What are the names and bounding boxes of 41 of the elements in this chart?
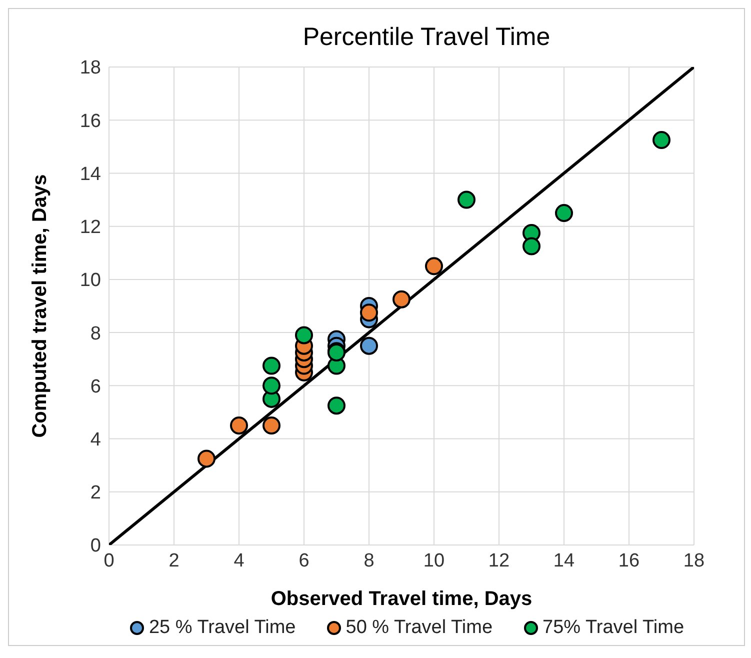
legend-label: 25 % Travel Time	[148, 617, 296, 639]
x-tick-label: 8	[364, 550, 374, 572]
x-tick-label: 6	[298, 550, 310, 572]
point	[458, 190, 476, 209]
x-tick-label: 10	[423, 550, 445, 572]
y-tick-label: 6	[90, 376, 101, 398]
y-tick-label: 0	[90, 536, 101, 557]
x-tick-label: 0	[104, 550, 114, 572]
point	[522, 237, 540, 256]
y-tick-label: 16	[80, 110, 101, 132]
y-tick-label: 8	[90, 323, 101, 344]
point	[262, 376, 280, 395]
point	[360, 304, 378, 322]
point	[198, 450, 216, 468]
y-tick-label: 18	[80, 58, 101, 79]
point	[262, 356, 280, 375]
legend-label: 75% Travel Time	[542, 617, 684, 639]
y-tick-label: 10	[80, 270, 101, 292]
point	[262, 416, 280, 434]
point	[295, 326, 313, 344]
y-tick-label: 14	[80, 164, 102, 185]
x-tick-label: 16	[618, 550, 640, 572]
point	[425, 257, 443, 276]
point	[230, 416, 248, 434]
point	[555, 204, 573, 222]
point	[652, 131, 670, 150]
legend-label: 50 % Travel Time	[344, 617, 493, 639]
x-tick-label: 4	[234, 550, 245, 572]
x-tick-label: 14	[553, 550, 575, 572]
x-axis-title: Observed Travel time, Days	[270, 588, 532, 610]
point	[328, 396, 346, 415]
y-tick-label: 2	[90, 482, 101, 504]
x-tick-label: 12	[488, 550, 510, 572]
point	[392, 290, 410, 308]
x-tick-label: 18	[683, 550, 705, 572]
x-tick-label: 2	[168, 550, 180, 572]
y-tick-label: 12	[80, 217, 101, 238]
chart-title: Percentile Travel Time	[302, 22, 552, 53]
point	[360, 336, 378, 355]
y-axis-title: Computed travel time, Days	[29, 174, 52, 438]
y-tick-label: 4	[90, 430, 102, 451]
